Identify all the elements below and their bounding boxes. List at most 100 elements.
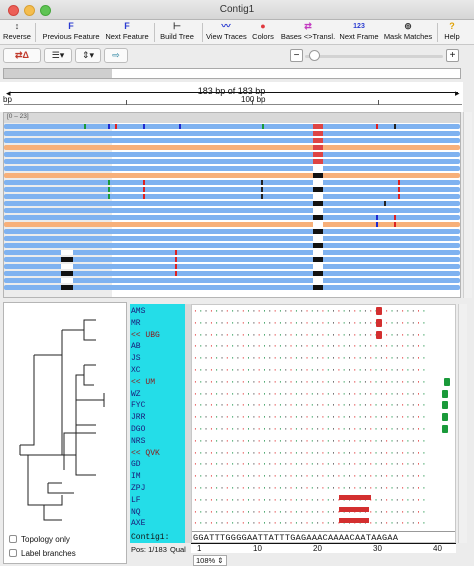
alignment-row[interactable]: ········································… — [193, 519, 427, 529]
sequence-name[interactable]: NQ — [131, 507, 141, 517]
sequence-name[interactable]: ZPJ — [131, 484, 146, 493]
alignment-row[interactable]: ········································… — [193, 484, 427, 493]
read-row[interactable] — [4, 166, 460, 171]
alignment-row[interactable]: ········································… — [193, 401, 427, 411]
reads-panel[interactable]: [0 – 23] — [3, 112, 461, 298]
sequence-name[interactable]: GD — [131, 460, 141, 470]
read-row[interactable] — [4, 257, 460, 262]
read-row[interactable] — [4, 187, 460, 192]
zoom-slider-thumb[interactable] — [309, 50, 320, 61]
read-row[interactable] — [4, 278, 460, 283]
sequence-name[interactable]: DGO — [131, 425, 146, 434]
help-button[interactable]: ? Help — [441, 21, 463, 44]
bases-translation-button[interactable]: ⇄ Bases <>Transl. — [280, 21, 336, 41]
overview-bar[interactable] — [3, 68, 461, 79]
alignment-row[interactable]: ········································… — [193, 354, 427, 364]
topology-only-option[interactable]: Topology only — [9, 535, 70, 544]
read-row[interactable] — [4, 264, 460, 269]
sequence-name[interactable]: << UBG — [131, 330, 160, 340]
read-row[interactable] — [4, 208, 460, 213]
read-row[interactable] — [4, 215, 460, 220]
consensus-name: Contig1: — [131, 533, 170, 542]
sequence-name[interactable]: XC — [131, 366, 141, 375]
read-row[interactable] — [4, 194, 460, 199]
view-traces-button[interactable]: 〰 View Traces — [206, 21, 247, 41]
reverse-button[interactable]: ↕ Reverse — [3, 21, 31, 41]
read-row[interactable] — [4, 229, 460, 234]
zoom-out-button[interactable]: − — [290, 49, 303, 62]
read-row[interactable] — [4, 250, 460, 255]
sequence-name[interactable]: NRS — [131, 436, 146, 446]
read-row[interactable] — [4, 159, 460, 164]
sequence-name[interactable]: << UM — [131, 377, 156, 387]
sequence-name[interactable]: JRR — [131, 413, 146, 423]
alignment-row[interactable]: ········································… — [193, 413, 427, 423]
alignment-row[interactable]: ········································… — [193, 330, 427, 340]
list-options-button[interactable]: ☰▾ — [44, 48, 72, 63]
alignment-row[interactable]: ········································… — [193, 436, 427, 446]
goto-button[interactable]: ⇨ — [104, 48, 128, 63]
read-row[interactable] — [4, 222, 460, 227]
label-branches-checkbox[interactable] — [9, 549, 17, 557]
sequence-name[interactable]: MR — [131, 318, 141, 328]
read-row[interactable] — [4, 236, 460, 241]
sequence-name[interactable]: AMS — [131, 307, 146, 316]
reads-scrollbar[interactable] — [463, 112, 472, 298]
close-window-button[interactable] — [8, 5, 19, 16]
alignment-row[interactable]: ········································… — [193, 389, 427, 399]
alignment-row[interactable]: ········································… — [193, 425, 427, 434]
read-row[interactable] — [4, 243, 460, 248]
read-row[interactable] — [4, 201, 460, 206]
alignment-row[interactable]: ········································… — [193, 307, 427, 316]
read-row[interactable] — [4, 180, 460, 185]
alignment-row[interactable]: ········································… — [193, 318, 427, 328]
sequence-name[interactable]: JS — [131, 354, 141, 364]
read-row[interactable] — [4, 145, 460, 150]
read-row[interactable] — [4, 173, 460, 178]
alignment-row[interactable]: ········································… — [193, 342, 427, 352]
tree-icon: ⊢ — [173, 21, 181, 31]
overview-selection[interactable] — [4, 69, 112, 78]
zoom-window-button[interactable] — [40, 5, 51, 16]
alignment-row[interactable]: ········································… — [193, 495, 427, 505]
minimize-window-button[interactable] — [24, 5, 35, 16]
zoom-select[interactable]: 108% ⇕ — [193, 555, 227, 566]
read-row[interactable] — [4, 131, 460, 136]
toolbar-separator — [437, 23, 438, 42]
alignment-row[interactable]: ········································… — [193, 460, 427, 470]
zoom-slider[interactable] — [305, 55, 443, 58]
sequence-name[interactable]: LF — [131, 495, 141, 505]
colors-button[interactable]: ● Colors — [250, 21, 276, 44]
swap-direction-button[interactable]: ⇄Δ — [3, 48, 41, 63]
alignment-row[interactable]: ········································… — [193, 366, 427, 375]
sequence-name[interactable]: AB — [131, 342, 141, 352]
mask-matches-button[interactable]: ⊚ Mask Matches — [383, 21, 433, 41]
next-frame-button[interactable]: 123 Next Frame — [339, 23, 379, 41]
alignment-row[interactable]: ········································… — [193, 448, 427, 458]
pos-tick-30: 30 — [373, 544, 382, 553]
read-row[interactable] — [4, 124, 460, 129]
topology-only-checkbox[interactable] — [9, 535, 17, 543]
read-row[interactable] — [4, 138, 460, 143]
alignment-row[interactable]: ········································… — [193, 377, 427, 387]
build-tree-button[interactable]: ⊢ Build Tree — [158, 21, 196, 44]
sequence-name[interactable]: IM — [131, 472, 141, 482]
alignment-row[interactable]: ········································… — [193, 472, 427, 482]
next-feature-button[interactable]: F Next Feature — [105, 21, 149, 41]
sort-options-button[interactable]: ⇕▾ — [75, 48, 101, 63]
names-splitter[interactable] — [185, 304, 191, 543]
sequence-name[interactable]: << QVK — [131, 448, 160, 458]
alignment-panel[interactable]: ·································· ······… — [191, 304, 456, 543]
zoom-in-button[interactable]: + — [446, 49, 459, 62]
sequence-name[interactable]: FYC — [131, 401, 146, 411]
alignment-row[interactable]: ········································… — [193, 507, 427, 517]
read-row[interactable] — [4, 271, 460, 276]
previous-feature-button[interactable]: F Previous Feature — [40, 21, 102, 44]
sequence-name[interactable]: AXE — [131, 519, 146, 529]
read-row[interactable] — [4, 285, 460, 290]
read-row[interactable] — [4, 152, 460, 157]
alignment-scrollbar[interactable] — [458, 304, 467, 543]
label-branches-option[interactable]: Label branches — [9, 549, 76, 558]
sequence-name[interactable]: WZ — [131, 389, 141, 399]
gap-column-mark — [61, 285, 73, 290]
